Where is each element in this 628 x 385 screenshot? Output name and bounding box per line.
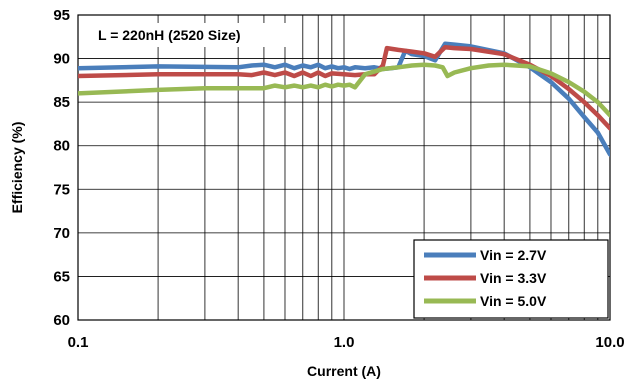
legend: Vin = 2.7V Vin = 3.3V Vin = 5.0V	[413, 239, 609, 319]
y-tick-label: 80	[53, 138, 70, 155]
x-tick-labels: 0.1 1.0 10.0	[68, 334, 625, 351]
y-tick-label: 85	[53, 94, 70, 111]
inductor-annotation: L = 220nH (2520 Size)	[98, 27, 241, 43]
x-axis-title: Current (A)	[307, 363, 381, 379]
y-tick-labels: 60 65 70 75 80 85 90 95	[53, 7, 70, 329]
series-lines	[78, 41, 610, 157]
series-line-3	[78, 62, 610, 118]
x-tick-label: 1.0	[334, 334, 355, 351]
x-tick-label: 0.1	[68, 334, 89, 351]
legend-label: Vin = 5.0V	[480, 293, 547, 309]
annotation-background	[92, 23, 296, 47]
x-tick-label: 10.0	[595, 334, 624, 351]
y-axis-title: Efficiency (%)	[9, 122, 25, 214]
y-tick-label: 75	[53, 181, 70, 198]
series-line-2	[78, 44, 610, 131]
y-tick-label: 90	[53, 51, 70, 68]
plot-area-frame	[77, 14, 611, 321]
y-tick-label: 95	[53, 7, 70, 24]
legend-label: Vin = 3.3V	[480, 270, 547, 286]
y-tick-label: 70	[53, 225, 70, 242]
y-tick-label: 65	[53, 268, 70, 285]
legend-label: Vin = 2.7V	[480, 247, 547, 263]
y-tick-label: 60	[53, 312, 70, 329]
